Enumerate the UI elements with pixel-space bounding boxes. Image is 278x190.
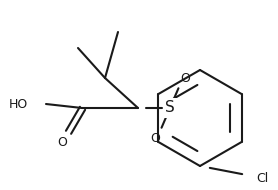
Text: S: S	[165, 101, 175, 116]
Text: Cl: Cl	[256, 172, 268, 184]
Text: O: O	[57, 135, 67, 149]
Text: HO: HO	[9, 97, 28, 111]
Text: O: O	[180, 71, 190, 85]
Text: O: O	[150, 131, 160, 145]
